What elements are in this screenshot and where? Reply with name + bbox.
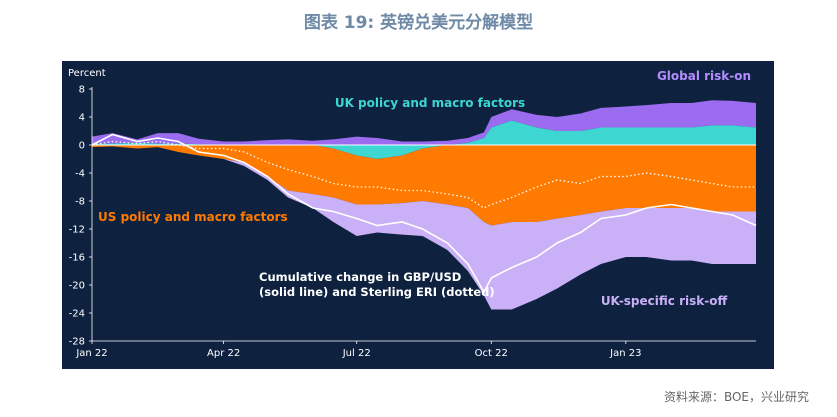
- label-uk-policy: UK policy and macro factors: [335, 96, 525, 110]
- y-tick-label: -28: [69, 337, 85, 348]
- area-uk-riskoff: [92, 146, 756, 310]
- y-tick-label: 8: [79, 85, 85, 96]
- y-tick-label: -20: [69, 281, 85, 292]
- area-uk-policy-negative: [92, 145, 756, 159]
- area-layers: [92, 100, 756, 310]
- label-lines-line1: Cumulative change in GBP/USD: [259, 270, 461, 284]
- line-layers: [91, 133, 757, 294]
- label-lines-line2: (solid line) and Sterling ERI (dotted): [259, 285, 495, 299]
- label-us-policy: US policy and macro factors: [98, 210, 288, 224]
- y-tick-label: -16: [69, 253, 85, 264]
- x-tick-label: Jan 22: [75, 348, 107, 359]
- source-note: 资料来源：BOE，兴业研究: [663, 390, 809, 404]
- x-tick-label: Jul 22: [342, 348, 371, 359]
- x-ticks: Jan 22 Apr 22 Jul 22 Oct 22 Jan 23: [75, 341, 641, 359]
- line-gbpusd: [91, 133, 757, 294]
- y-tick-label: -4: [75, 169, 85, 180]
- y-tick-label: -8: [75, 197, 85, 208]
- y-axis-label: Percent: [68, 68, 106, 79]
- page-title: 图表 19: 英镑兑美元分解模型: [303, 13, 534, 33]
- axes: 8 4 0 -4 -8 -12 -16 -20 -24 -28 Jan 22 Apr 22 Jul 2…: [69, 85, 756, 359]
- x-tick-label: Jan 23: [609, 348, 641, 359]
- y-tick-label: 4: [79, 113, 85, 124]
- line-sterling-eri: [91, 140, 756, 209]
- area-us-policy: [92, 145, 756, 226]
- y-tick-label: 0: [79, 141, 85, 152]
- area-global-risk-on: [92, 100, 756, 145]
- x-tick-label: Oct 22: [475, 348, 508, 359]
- y-tick-label: -12: [69, 225, 85, 236]
- y-ticks: 8 4 0 -4 -8 -12 -16 -20 -24 -28: [69, 85, 92, 348]
- area-uk-policy-positive: [92, 120, 756, 145]
- label-global-risk-on: Global risk-on: [657, 69, 751, 83]
- label-uk-riskoff: UK-specific risk-off: [601, 294, 728, 308]
- chart-panel: 8 4 0 -4 -8 -12 -16 -20 -24 -28 Jan 22 Apr 22 Jul 2…: [62, 61, 774, 369]
- x-tick-label: Apr 22: [207, 348, 240, 359]
- gbpusd-decomposition-chart: 8 4 0 -4 -8 -12 -16 -20 -24 -28 Jan 22 Apr 22 Jul 2…: [68, 68, 757, 359]
- y-tick-label: -24: [69, 309, 85, 320]
